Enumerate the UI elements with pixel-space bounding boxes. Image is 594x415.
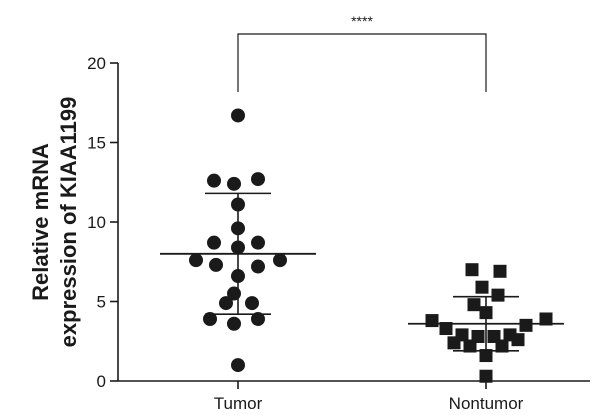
x-category-label-1: Nontumor xyxy=(449,394,524,413)
nontumor-point-19 xyxy=(479,369,493,383)
tumor-point-4 xyxy=(231,197,245,212)
tumor-point-9 xyxy=(189,253,203,268)
y-tick-label-0: 0 xyxy=(97,372,106,391)
y-ticks: 0 5 10 15 20 xyxy=(87,54,118,391)
tumor-point-1 xyxy=(207,173,221,188)
nontumor-point-4 xyxy=(467,298,481,312)
y-axis-title-line-2: expression of KIAA1199 xyxy=(56,97,81,348)
tumor-point-15 xyxy=(219,296,233,311)
significance-bracket: **** xyxy=(237,13,487,92)
tumor-point-5 xyxy=(231,221,245,236)
nontumor-point-9 xyxy=(439,322,453,336)
y-tick-label-2: 10 xyxy=(87,213,106,232)
tumor-point-7 xyxy=(251,235,265,250)
data-points xyxy=(189,108,553,383)
nontumor-point-3 xyxy=(491,288,505,302)
tumor-point-0 xyxy=(231,108,245,123)
nontumor-point-16 xyxy=(495,339,509,353)
tumor-point-2 xyxy=(227,176,241,191)
tumor-point-10 xyxy=(273,253,287,268)
bracket-line xyxy=(237,33,487,92)
nontumor-point-14 xyxy=(447,336,461,350)
y-axis-title-line-1: Relative mRNA xyxy=(28,143,53,301)
x-categories: Tumor Nontumor xyxy=(214,381,524,413)
tumor-point-12 xyxy=(251,259,265,274)
y-tick-label-1: 5 xyxy=(97,293,106,312)
tumor-point-19 xyxy=(227,316,241,331)
nontumor-point-8 xyxy=(519,318,533,332)
tumor-point-16 xyxy=(245,296,259,311)
significance-label: **** xyxy=(351,13,373,29)
nontumor-point-18 xyxy=(479,349,493,363)
x-category-label-0: Tumor xyxy=(214,394,263,413)
y-tick-label-4: 20 xyxy=(87,54,106,73)
nontumor-point-7 xyxy=(539,312,553,326)
tumor-point-3 xyxy=(251,172,265,187)
tumor-point-11 xyxy=(209,257,223,272)
nontumor-point-17 xyxy=(511,333,525,347)
tumor-point-17 xyxy=(203,311,217,326)
y-tick-label-3: 15 xyxy=(87,134,106,153)
tumor-point-14 xyxy=(227,286,241,301)
nontumor-point-1 xyxy=(493,264,507,278)
tumor-point-18 xyxy=(251,311,265,326)
y-axis-title: Relative mRNA expression of KIAA1199 xyxy=(28,97,81,348)
nontumor-point-2 xyxy=(475,280,489,294)
nontumor-point-15 xyxy=(463,339,477,353)
nontumor-point-5 xyxy=(479,306,493,320)
tumor-point-8 xyxy=(231,240,245,255)
tumor-point-20 xyxy=(231,358,245,373)
tumor-point-6 xyxy=(207,235,221,250)
nontumor-point-6 xyxy=(425,314,439,328)
nontumor-point-0 xyxy=(465,263,479,277)
tumor-point-13 xyxy=(231,269,245,284)
